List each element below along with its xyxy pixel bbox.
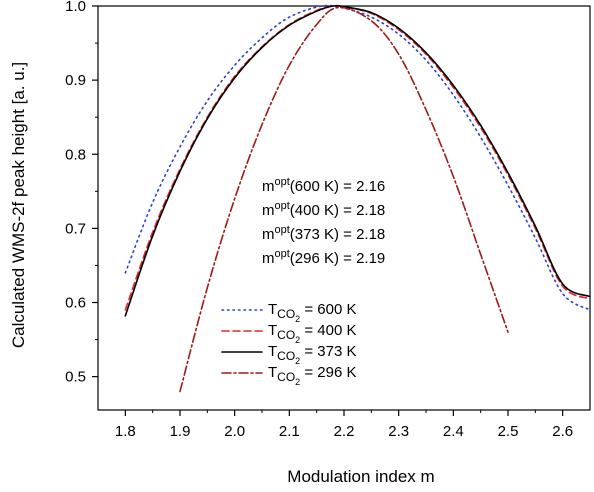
legend-label-sub: CO [277, 349, 295, 363]
legend-label-subsub: 2 [295, 377, 300, 387]
annotation-superscript: opt [275, 200, 290, 212]
annotation-value: (400 K) = 2.18 [290, 202, 385, 219]
annotation-base: m [262, 226, 275, 243]
legend-label-sub: CO [277, 307, 295, 321]
x-tick-label: 2.3 [388, 423, 409, 440]
legend-label-subsub: 2 [295, 314, 300, 324]
annotation-line: mopt(373 K) = 2.18 [262, 224, 385, 243]
annotation-base: m [262, 178, 275, 195]
legend-label-sub: CO [277, 328, 295, 342]
legend-label: TCO2 = 373 K [268, 343, 356, 366]
x-tick-label: 2.1 [279, 423, 300, 440]
y-tick-label: 1.0 [65, 0, 86, 15]
x-tick-label: 2.6 [552, 423, 573, 440]
y-tick-label: 0.6 [65, 295, 86, 312]
annotation-superscript: opt [275, 224, 290, 236]
legend-label-subsub: 2 [295, 356, 300, 366]
annotation-value: (296 K) = 2.19 [290, 250, 385, 267]
series-line-2 [124, 4, 591, 317]
legend-label-value: = 600 K [300, 301, 356, 318]
series-layer [124, 4, 591, 393]
legend-label: TCO2 = 400 K [268, 322, 356, 345]
series-line-3 [179, 6, 509, 393]
legend-label-sub: CO [277, 370, 295, 384]
legend-label-subsub: 2 [295, 335, 300, 345]
x-tick-label: 2.5 [498, 423, 519, 440]
axes: 1.8 1.9 2.0 2.1 2.2 2.3 2.4 2.5 2.6 0.5 0.6 0.7 0.8 0… [65, 0, 591, 440]
annotation-base: m [262, 250, 275, 267]
annotation-value: (373 K) = 2.18 [290, 226, 385, 243]
y-tick-label: 0.9 [65, 72, 86, 89]
annotation-superscript: opt [275, 248, 290, 260]
legend-label-value: = 373 K [300, 343, 356, 360]
y-tick-label: 0.5 [65, 369, 86, 386]
x-tick-label: 1.8 [115, 423, 136, 440]
legend-label: TCO2 = 600 K [268, 301, 356, 324]
x-axis-title: Modulation index m [287, 467, 434, 486]
y-axis-title: Calculated WMS-2f peak height [a. u.] [9, 62, 28, 348]
annotation-superscript: opt [275, 176, 290, 188]
annotation-base: m [262, 202, 275, 219]
x-tick-label: 2.2 [334, 423, 355, 440]
legend-label-value: = 296 K [300, 364, 356, 381]
annotation-line: mopt(400 K) = 2.18 [262, 200, 385, 219]
x-tick-label: 2.4 [443, 423, 464, 440]
x-tick-label: 2.0 [224, 423, 245, 440]
legend-label-base: T [268, 364, 277, 381]
y-tick-label: 0.7 [65, 220, 86, 237]
legend-label: TCO2 = 296 K [268, 364, 356, 387]
x-tick-label: 1.9 [170, 423, 191, 440]
legend-label-base: T [268, 301, 277, 318]
series-line-0 [124, 4, 591, 311]
annotation-value: (600 K) = 2.16 [290, 178, 385, 195]
legend-label-base: T [268, 322, 277, 339]
legend-label-base: T [268, 343, 277, 360]
legend-label-value: = 400 K [300, 322, 356, 339]
annotation-line: mopt(600 K) = 2.16 [262, 176, 385, 195]
annotation-line: mopt(296 K) = 2.19 [262, 248, 385, 267]
y-tick-label: 0.8 [65, 146, 86, 163]
